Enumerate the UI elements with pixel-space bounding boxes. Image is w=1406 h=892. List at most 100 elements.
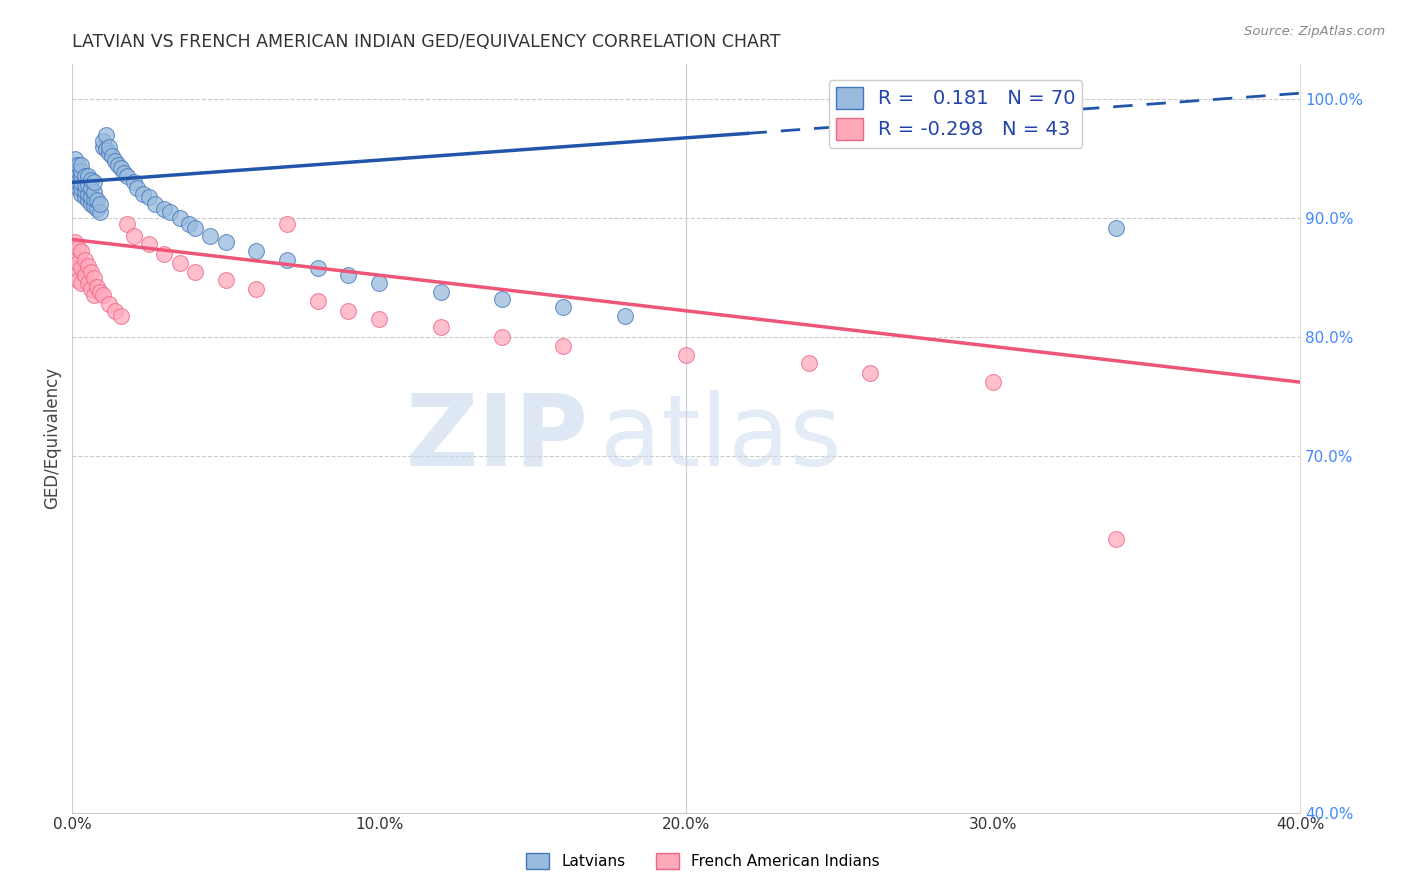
Point — [65, 169, 87, 184]
Point — [117, 169, 139, 184]
Point — [117, 217, 139, 231]
Point — [307, 260, 329, 275]
Point — [797, 356, 820, 370]
Point — [276, 252, 298, 267]
Point — [184, 220, 207, 235]
Point — [83, 185, 105, 199]
Point — [91, 134, 114, 148]
Point — [245, 282, 267, 296]
Point — [169, 211, 191, 225]
Point — [73, 184, 96, 198]
Point — [89, 196, 111, 211]
Point — [101, 149, 124, 163]
Point — [70, 163, 93, 178]
Point — [70, 277, 93, 291]
Point — [65, 175, 87, 189]
Point — [215, 273, 238, 287]
Point — [91, 288, 114, 302]
Point — [79, 181, 101, 195]
Point — [337, 303, 360, 318]
Point — [79, 196, 101, 211]
Point — [104, 303, 127, 318]
Point — [79, 189, 101, 203]
Point — [122, 175, 145, 189]
Point — [70, 260, 93, 275]
Point — [65, 260, 87, 275]
Point — [1105, 220, 1128, 235]
Point — [67, 163, 90, 178]
Point — [67, 241, 90, 255]
Point — [76, 178, 98, 192]
Point — [184, 264, 207, 278]
Point — [67, 157, 90, 171]
Point — [83, 288, 105, 302]
Point — [132, 187, 155, 202]
Point — [112, 166, 135, 180]
Point — [67, 273, 90, 287]
Point — [153, 202, 176, 216]
Point — [553, 339, 575, 353]
Text: Source: ZipAtlas.com: Source: ZipAtlas.com — [1244, 25, 1385, 38]
Point — [70, 244, 93, 259]
Point — [215, 235, 238, 249]
Point — [98, 139, 121, 153]
Point — [76, 277, 98, 291]
Point — [94, 128, 117, 142]
Point — [76, 259, 98, 273]
Point — [169, 256, 191, 270]
Point — [110, 309, 132, 323]
Point — [67, 169, 90, 184]
Point — [307, 294, 329, 309]
Point — [67, 256, 90, 270]
Point — [675, 348, 697, 362]
Point — [491, 330, 513, 344]
Point — [76, 187, 98, 202]
Point — [79, 173, 101, 187]
Point — [89, 285, 111, 299]
Point — [86, 193, 108, 207]
Point — [70, 187, 93, 202]
Point — [73, 189, 96, 203]
Point — [368, 312, 391, 326]
Legend: R =   0.181   N = 70, R = -0.298   N = 43: R = 0.181 N = 70, R = -0.298 N = 43 — [828, 80, 1083, 147]
Point — [79, 282, 101, 296]
Point — [83, 270, 105, 285]
Point — [89, 205, 111, 219]
Text: ZIP: ZIP — [405, 390, 588, 486]
Point — [1105, 532, 1128, 546]
Point — [65, 235, 87, 249]
Point — [83, 175, 105, 189]
Point — [70, 157, 93, 171]
Point — [553, 300, 575, 314]
Point — [79, 264, 101, 278]
Point — [94, 142, 117, 156]
Legend: Latvians, French American Indians: Latvians, French American Indians — [520, 847, 886, 875]
Point — [276, 217, 298, 231]
Point — [86, 280, 108, 294]
Point — [122, 228, 145, 243]
Point — [138, 237, 160, 252]
Point — [153, 246, 176, 260]
Point — [67, 181, 90, 195]
Point — [143, 196, 166, 211]
Point — [159, 205, 181, 219]
Point — [138, 189, 160, 203]
Point — [368, 277, 391, 291]
Point — [65, 152, 87, 166]
Point — [70, 175, 93, 189]
Point — [200, 228, 222, 243]
Point — [91, 139, 114, 153]
Point — [86, 202, 108, 216]
Point — [98, 145, 121, 160]
Point — [491, 292, 513, 306]
Point — [70, 181, 93, 195]
Point — [65, 163, 87, 178]
Point — [73, 169, 96, 184]
Point — [73, 178, 96, 192]
Point — [429, 285, 451, 299]
Point — [73, 268, 96, 282]
Point — [859, 366, 882, 380]
Point — [125, 181, 148, 195]
Point — [83, 199, 105, 213]
Point — [981, 375, 1004, 389]
